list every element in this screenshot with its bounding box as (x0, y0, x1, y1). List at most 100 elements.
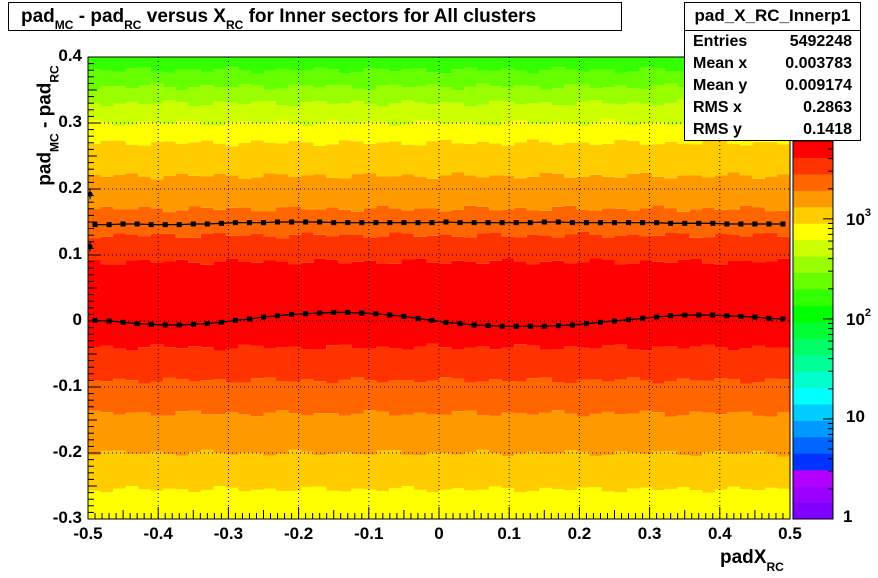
rms-profile-point (317, 219, 323, 225)
palette-swatch (793, 256, 833, 273)
mean-profile-point (261, 314, 266, 320)
mean-profile-point (148, 321, 154, 327)
palette-swatch (793, 453, 833, 471)
mean-profile-point (289, 311, 295, 317)
palette-swatch (793, 288, 833, 306)
mean-profile-point (485, 323, 491, 329)
mean-profile-point (499, 323, 505, 329)
palette-swatch (793, 239, 833, 257)
rms-profile-point (345, 220, 351, 226)
rms-profile-point (780, 221, 786, 227)
palette-swatch (793, 338, 833, 356)
x-tick-label: 0.1 (497, 524, 521, 543)
stats-row: RMS y 0.1418 (685, 119, 860, 141)
color-band (88, 343, 790, 384)
mean-profile-point (527, 323, 533, 329)
palette-swatch (793, 305, 833, 323)
mean-profile-point (120, 319, 126, 325)
chart-title: padMC - padRC versus XRC for Inner secto… (21, 6, 537, 32)
color-band (88, 376, 790, 417)
rms-profile-point (752, 221, 758, 227)
color-band (88, 231, 790, 265)
palette-frame (792, 140, 834, 520)
z-axis-label: 1 (843, 507, 853, 526)
mean-profile-point (331, 309, 337, 315)
mean-profile-point (373, 311, 379, 317)
stats-row: Mean y 0.009174 (685, 75, 860, 97)
rms-profile-point (275, 219, 281, 225)
mean-profile-point (401, 313, 407, 319)
z-axis-label: 102 (846, 306, 872, 329)
mean-profile-point (162, 322, 168, 328)
rms-profile-point (738, 221, 744, 227)
rms-profile-point (696, 220, 702, 226)
rms-profile-point (134, 221, 140, 227)
mean-profile-point (710, 312, 716, 318)
rms-profile-point (724, 221, 730, 227)
palette-swatch (793, 387, 833, 405)
x-tick-label: 0.2 (567, 524, 592, 543)
rms-profile-point (485, 220, 491, 226)
mean-profile-point (232, 317, 238, 323)
mean-profile-point (218, 319, 224, 325)
rms-profile-point (401, 220, 407, 226)
mean-profile-point (443, 319, 449, 325)
rms-profile-point (120, 221, 126, 227)
rms-profile-point (289, 219, 295, 225)
rms-profile-point (668, 220, 674, 226)
stats-value: 0.1418 (803, 121, 852, 138)
rms-profile-point (766, 221, 772, 227)
mean-profile-point (345, 309, 351, 315)
palette-swatch (793, 223, 833, 241)
rms-profile-point (597, 220, 603, 226)
rms-profile-point (513, 220, 519, 226)
mean-profile-point (668, 313, 674, 319)
mean-profile-point (541, 323, 547, 329)
stats-value: 0.2863 (803, 99, 852, 116)
mean-profile-point (246, 316, 252, 322)
x-tick-label: 0.3 (637, 524, 662, 543)
stats-value: 5492248 (789, 33, 852, 50)
rms-profile-point (92, 222, 98, 228)
palette-swatch (793, 321, 833, 339)
stats-value: 0.009174 (785, 77, 852, 94)
rms-profile-point (232, 220, 238, 226)
rms-profile-point (640, 220, 646, 226)
stats-value: 0.003783 (785, 55, 852, 72)
palette-swatch (793, 502, 833, 520)
y-tick-label: 0 (72, 310, 82, 329)
mean-profile-point (429, 317, 435, 323)
mean-profile-point (696, 312, 702, 318)
mean-profile-point (626, 317, 632, 323)
rms-profile-point (583, 220, 589, 226)
rms-profile-point (106, 222, 112, 228)
color-band (88, 449, 790, 493)
outlier-point (87, 243, 93, 249)
y-tick-label: 0.3 (58, 112, 82, 131)
rms-profile-point (612, 220, 617, 226)
palette-swatch (793, 371, 833, 389)
rms-profile-point (373, 220, 379, 226)
rms-profile-point (429, 220, 435, 226)
mean-profile-point (569, 322, 575, 328)
rms-profile-point (541, 219, 547, 225)
y-tick-label: -0.2 (52, 442, 82, 461)
mean-profile-point (275, 313, 281, 319)
x-axis-title: padXRC (720, 547, 784, 574)
mean-profile-point (640, 315, 646, 321)
mean-profile-point (654, 314, 660, 320)
rms-profile-point (443, 219, 449, 225)
rms-profile-point (303, 219, 309, 225)
mean-profile-point (176, 322, 182, 328)
rms-profile-point (457, 220, 463, 226)
rms-profile-point (148, 222, 154, 228)
rms-profile-point (499, 220, 505, 226)
rms-profile-point (162, 222, 168, 228)
y-tick-label: 0.2 (58, 178, 82, 197)
rms-profile-point (710, 220, 716, 226)
palette-swatch (793, 469, 833, 487)
mean-profile-point (471, 322, 477, 328)
x-tick-label: 0 (434, 524, 444, 543)
palette-swatch (793, 190, 833, 208)
